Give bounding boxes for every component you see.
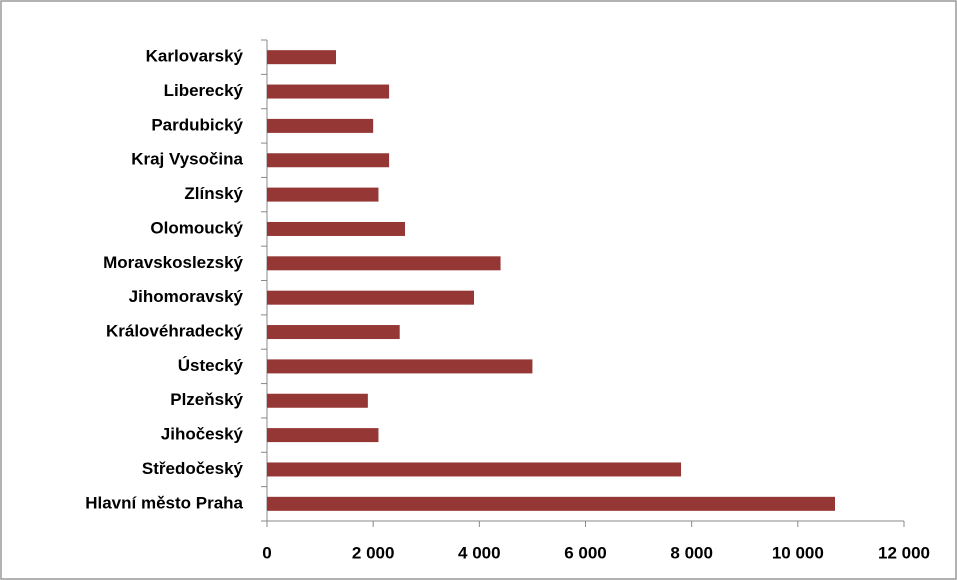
x-tick-label: 4 000	[458, 543, 501, 562]
y-tick-label: Olomoucký	[150, 218, 243, 237]
x-tick-label: 12 000	[878, 543, 930, 562]
y-tick-label: Středočeský	[142, 459, 244, 478]
y-tick-label: Moravskoslezský	[103, 253, 243, 272]
y-tick-label: Liberecký	[164, 81, 244, 100]
y-tick-label: Královéhradecký	[106, 322, 244, 341]
x-tick-label: 0	[262, 543, 271, 562]
bar	[267, 84, 390, 99]
bar	[267, 290, 475, 305]
y-tick-label: Jihočeský	[161, 425, 244, 444]
bar	[267, 50, 337, 65]
x-tick-label: 10 000	[772, 543, 824, 562]
bar	[267, 393, 368, 408]
y-tick-label: Hlavní město Praha	[85, 493, 243, 512]
bar	[267, 256, 501, 271]
y-tick-label: Kraj Vysočina	[131, 150, 243, 169]
y-tick-label: Jihomoravský	[129, 287, 244, 306]
y-tick-label: Pardubický	[151, 115, 243, 134]
y-tick-label: Karlovarský	[146, 47, 244, 66]
y-tick-label: Plzeňský	[170, 390, 243, 409]
x-tick-label: 8 000	[670, 543, 713, 562]
bar	[267, 359, 533, 374]
x-tick-label: 6 000	[564, 543, 607, 562]
bar	[267, 118, 374, 133]
y-tick-label: Ústecký	[178, 356, 244, 375]
bar	[267, 187, 379, 202]
bar	[267, 496, 835, 511]
bar	[267, 462, 682, 477]
y-tick-label: Zlínský	[184, 184, 243, 203]
bar	[267, 153, 390, 168]
bar	[267, 325, 400, 340]
bar	[267, 428, 379, 443]
x-tick-label: 2 000	[352, 543, 395, 562]
bar	[267, 221, 406, 236]
